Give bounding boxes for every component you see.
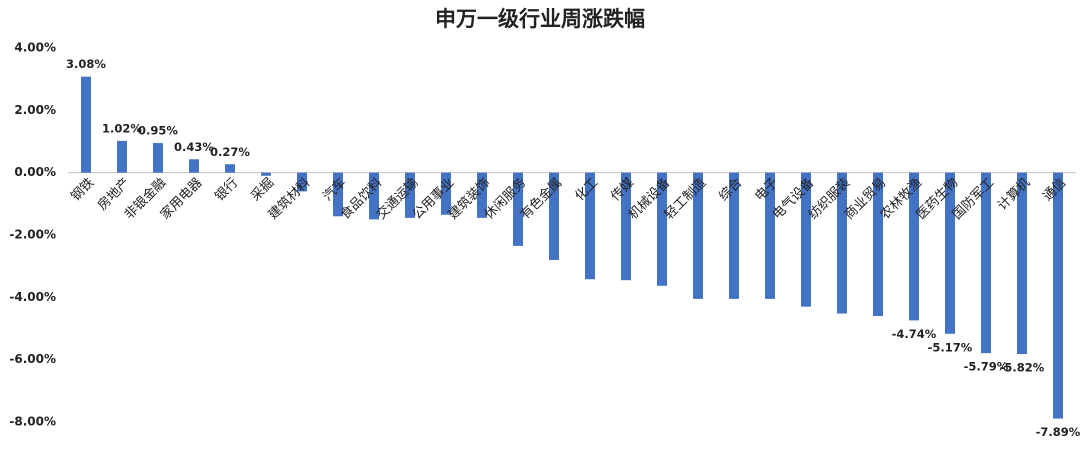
bar — [801, 172, 811, 307]
value-label: 0.95% — [138, 124, 178, 138]
x-tick-label: 传媒 — [608, 175, 637, 204]
y-tick-label: 0.00% — [14, 165, 56, 179]
bar — [585, 172, 595, 280]
bar — [621, 172, 631, 281]
y-tick-label: 2.00% — [14, 103, 56, 117]
y-tick-label: -4.00% — [9, 290, 56, 304]
x-tick-label: 综合 — [716, 175, 745, 204]
value-label: -4.74% — [892, 327, 937, 341]
bar — [333, 172, 343, 217]
y-tick-label: -8.00% — [9, 415, 56, 429]
bar — [945, 172, 955, 334]
bar — [405, 172, 415, 218]
value-label: -5.82% — [1000, 361, 1045, 375]
bar — [1017, 172, 1027, 355]
value-label: 3.08% — [66, 57, 106, 71]
bar — [261, 172, 271, 176]
bar — [549, 172, 559, 260]
bar — [297, 172, 307, 192]
bar — [513, 172, 523, 246]
x-tick-label: 银行 — [212, 175, 241, 204]
bar — [225, 164, 235, 173]
x-tick-label: 钢铁 — [68, 175, 97, 204]
value-label: 0.43% — [174, 140, 214, 154]
x-tick-label: 通信 — [1040, 175, 1069, 204]
bar — [441, 172, 451, 215]
x-tick-label: 化工 — [572, 175, 601, 204]
x-tick-label: 汽车 — [320, 175, 350, 205]
bar — [693, 172, 703, 299]
bar — [729, 172, 739, 299]
chart-title: 申万一级行业周涨跌幅 — [435, 7, 645, 31]
value-label: -5.17% — [928, 340, 973, 354]
bar — [765, 172, 775, 299]
bar — [1053, 172, 1063, 419]
bar — [189, 159, 199, 173]
bar — [909, 172, 919, 321]
bar — [369, 172, 379, 220]
bar — [81, 76, 91, 173]
bar — [981, 172, 991, 354]
value-label: -5.79% — [964, 360, 1009, 374]
bar — [837, 172, 847, 314]
value-label: 0.27% — [210, 145, 250, 159]
bar — [657, 172, 667, 286]
bar — [477, 172, 487, 218]
y-tick-label: -6.00% — [9, 352, 56, 366]
bar — [117, 140, 127, 173]
y-tick-label: -2.00% — [9, 228, 56, 242]
bar — [873, 172, 883, 317]
x-tick-label: 电子 — [752, 175, 781, 204]
x-tick-label: 计算机 — [995, 175, 1033, 213]
x-tick-label: 采掘 — [248, 175, 277, 204]
value-label: -7.89% — [1036, 425, 1080, 439]
value-label: 1.02% — [102, 121, 142, 135]
y-tick-label: 4.00% — [14, 41, 56, 55]
bar — [153, 143, 163, 173]
